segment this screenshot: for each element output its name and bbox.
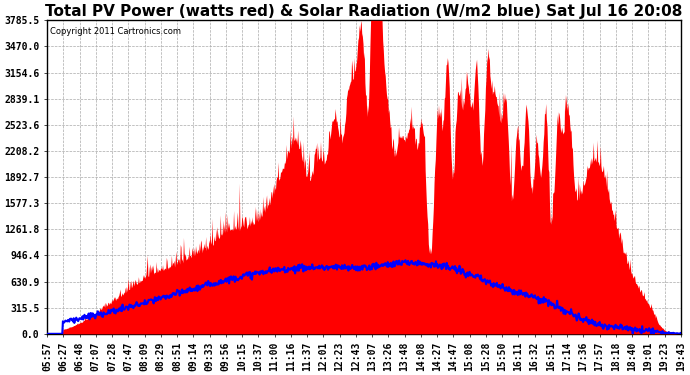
Text: Copyright 2011 Cartronics.com: Copyright 2011 Cartronics.com (50, 27, 181, 36)
Title: Total PV Power (watts red) & Solar Radiation (W/m2 blue) Sat Jul 16 20:08: Total PV Power (watts red) & Solar Radia… (46, 4, 682, 19)
